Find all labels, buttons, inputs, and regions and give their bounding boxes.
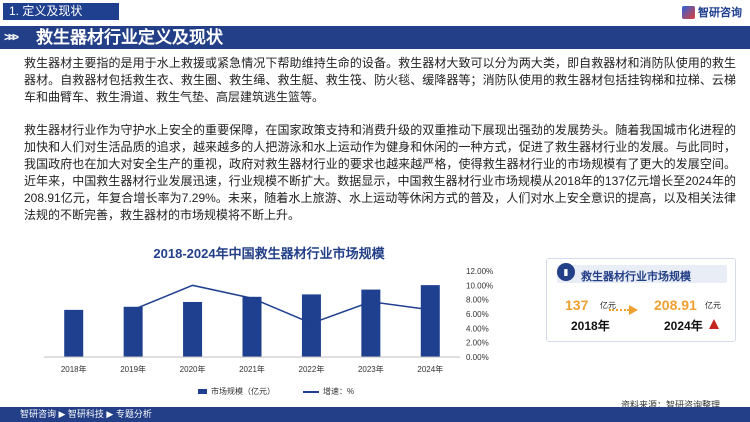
footer-text: 智研咨询 ▶ 智研科技 ▶ 专题分析 [20,409,152,419]
legend-line-swatch [303,390,319,393]
x-tick-label: 2022年 [299,364,325,374]
bar-3 [242,296,262,357]
analysis-paragraph: 救生器材行业作为守护水上安全的重要保障，在国家政策支持和消费升级的双重推动下展现… [24,123,736,222]
y-right-tick-label: 12.00% [466,267,493,276]
start-year: 2018年 [571,319,610,333]
y-right-tick-label: 6.00% [466,310,489,319]
y-right-tick-label: 10.00% [466,281,493,290]
chart-icon: ▮ [557,263,575,281]
start-unit: 亿元 [600,301,616,310]
y-right-tick-label: 8.00% [466,296,489,305]
start-value: 137 [565,297,589,313]
bar-5 [361,289,381,357]
logo-text: 智研咨询 [698,7,742,19]
source-note: 资料来源：智研咨询整理 [621,400,721,410]
chart-legend: 市场规模（亿元） 增速：% [198,386,354,397]
arrow-shaft [609,309,629,313]
chevron-icon: >>> [4,30,19,44]
section-label: 1. 定义及现状 [3,3,119,20]
top-bar: 1. 定义及现状 智研咨询 [0,0,750,24]
up-arrow-icon [709,319,719,329]
market-size-chart: 2018年 2019年 2020年 2021年 2022年 2023年 2024年 0.00… [44,267,493,374]
legend-line-item: 增速：% [303,386,354,397]
page-title: 救生器材行业定义及现状 [36,28,223,47]
bar-0 [64,309,84,357]
legend-bar-label: 市场规模（亿元） [211,387,275,396]
x-tick-label: 2020年 [180,364,206,374]
summary-card-header [557,265,727,283]
arrow-right-icon [629,305,638,315]
legend-line-label: 增速：% [323,387,355,396]
x-tick-label: 2021年 [239,364,265,374]
bar-6 [420,285,440,357]
y-right-tick-label: 0.00% [466,353,489,362]
end-year: 2024年 [664,319,703,333]
bar-2 [183,301,203,357]
intro-paragraph: 救生器材主要指的是用于水上救援或紧急情况下帮助维持生命的设备。救生器材大致可以分… [24,56,736,104]
bar-4 [301,294,321,357]
legend-bar-swatch [198,389,207,394]
x-tick-label: 2024年 [417,364,443,374]
bar-1 [123,306,143,357]
logo-icon [682,5,695,19]
growth-line [132,284,431,325]
summary-card: ▮ 救生器材行业市场规模 137 亿元 2018年 208.91 亿元 2024… [546,258,736,342]
chart-title: 2018-2024年中国救生器材行业市场规模 [153,246,385,261]
summary-card-title: 救生器材行业市场规模 [581,271,691,283]
x-tick-label: 2019年 [120,364,146,374]
y-right-tick-label: 2.00% [466,339,489,348]
x-tick-label: 2023年 [358,364,384,374]
y-right-tick-label: 4.00% [466,324,489,333]
x-tick-label: 2018年 [61,364,87,374]
legend-bar-item: 市场规模（亿元） [198,386,275,397]
end-unit: 亿元 [705,301,721,310]
footer-bar: 智研咨询 ▶ 智研科技 ▶ 专题分析 [0,407,750,422]
brand-logo: 智研咨询 [682,4,742,20]
title-bar: >>> 救生器材行业定义及现状 [0,26,750,49]
end-value: 208.91 [654,297,697,313]
